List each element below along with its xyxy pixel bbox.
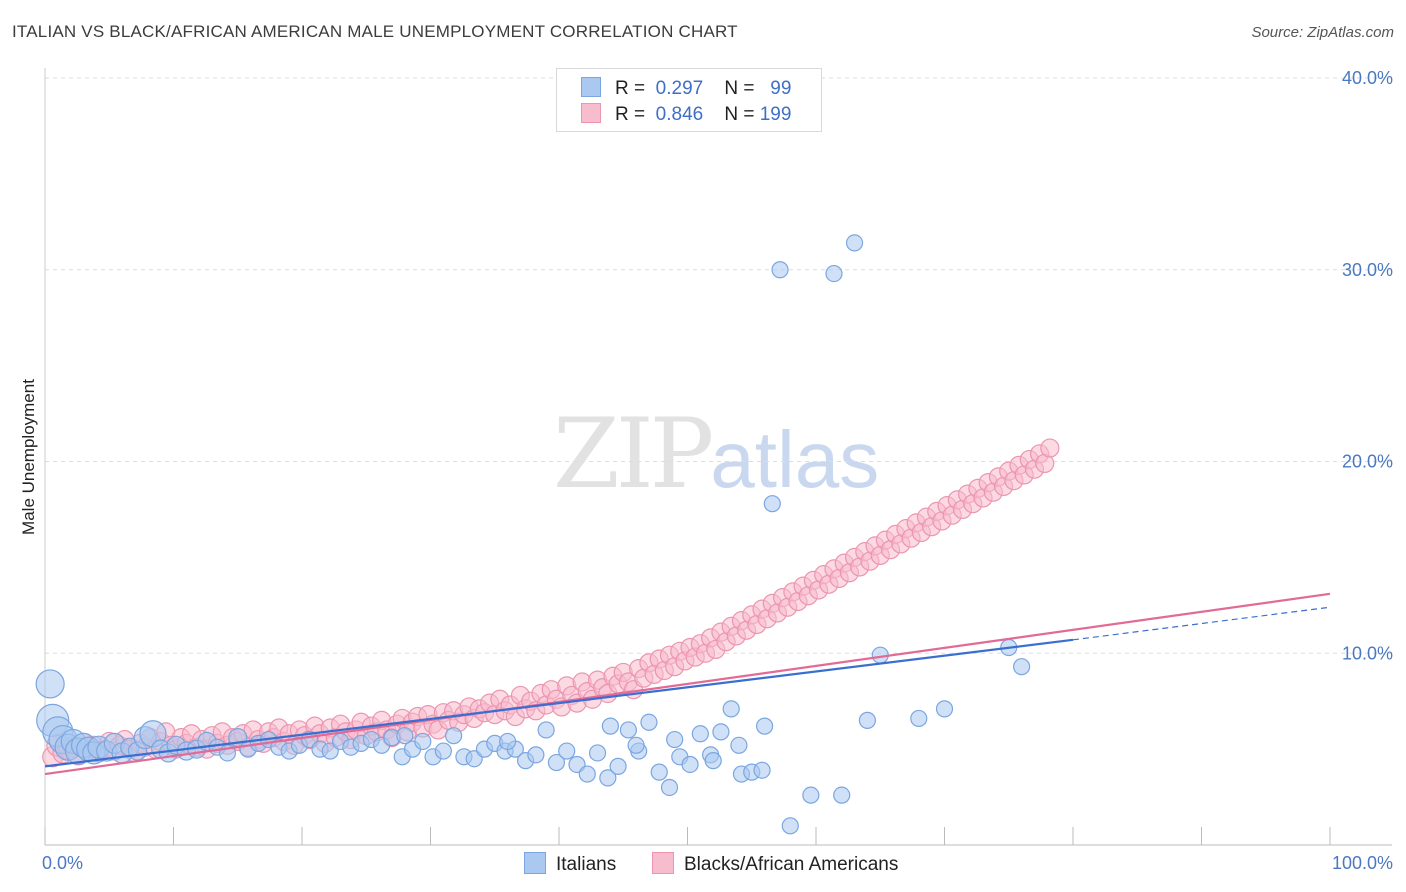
correlation-legend: R = 0.297 N = 99 R = 0.846 N = 199 — [556, 68, 822, 132]
chart-title: ITALIAN VS BLACK/AFRICAN AMERICAN MALE U… — [12, 22, 738, 41]
legend-swatch-italians — [581, 77, 601, 97]
scatter-point-blacks — [1040, 438, 1060, 458]
scatter-point-italians — [609, 757, 627, 775]
scatter-point-italians — [753, 761, 771, 779]
scatter-point-italians — [627, 736, 645, 754]
series-italians-points — [35, 234, 1031, 835]
legend-row-italians: R = 0.297 N = 99 — [581, 77, 791, 101]
scatter-point-italians — [712, 723, 730, 741]
scatter-point-italians — [434, 742, 452, 760]
scatter-point-italians — [681, 755, 699, 774]
scatter-point-italians — [499, 732, 517, 751]
x-tick-label-max: 100.0% — [1332, 853, 1393, 873]
trend-line-italians-extension — [1072, 606, 1331, 641]
legend-row-blacks: R = 0.846 N = 199 — [581, 103, 791, 127]
scatter-point-italians — [396, 727, 414, 745]
scatter-point-italians — [802, 786, 820, 804]
legend-r-value: 0.846 — [655, 104, 704, 125]
scatter-point-italians — [578, 765, 596, 783]
scatter-point-italians — [35, 669, 65, 699]
y-tick-label: 40.0% — [1342, 68, 1393, 88]
legend-swatch-italians — [524, 852, 546, 874]
legend-n-label: N = — [724, 104, 755, 125]
legend-swatch-blacks — [652, 852, 674, 874]
grid-lines — [45, 77, 1392, 654]
scatter-point-italians — [1012, 658, 1031, 676]
scatter-point-italians — [558, 742, 576, 760]
scatter-point-italians — [640, 713, 658, 731]
watermark: ZIPatlas — [553, 398, 879, 510]
legend-item-blacks: Blacks/African Americans — [652, 852, 898, 876]
scatter-point-italians — [666, 730, 684, 749]
x-tick-label-min: 0.0% — [42, 853, 83, 873]
scatter-point-italians — [601, 717, 620, 735]
source-label: Source: ZipAtlas.com — [1251, 24, 1394, 41]
scatter-point-italians — [730, 736, 748, 754]
y-axis-label: Male Unemployment — [19, 379, 38, 535]
watermark-atlas: atlas — [710, 415, 880, 504]
scatter-point-italians — [781, 817, 799, 835]
scatter-point-italians — [691, 725, 709, 743]
scatter-point-italians — [537, 721, 555, 739]
scatter-point-italians — [547, 753, 566, 772]
scatter-point-italians — [825, 264, 843, 283]
scatter-point-italians — [660, 778, 679, 797]
legend-label-blacks: Blacks/African Americans — [684, 854, 899, 875]
series-legend: Italians Blacks/African Americans — [0, 852, 1406, 878]
scatter-point-italians — [619, 721, 637, 739]
scatter-point-italians — [704, 752, 722, 770]
scatter-point-italians — [935, 700, 954, 718]
scatter-point-italians — [599, 769, 617, 787]
scatter-point-italians — [445, 727, 463, 745]
scatter-point-italians — [858, 711, 877, 729]
scatter-point-italians — [763, 495, 781, 513]
scatter-point-italians — [833, 786, 851, 804]
legend-r-value: 0.297 — [655, 78, 704, 99]
series-blacks-points — [42, 438, 1060, 768]
scatter-point-italians — [722, 700, 740, 718]
scatter-point-italians — [650, 763, 668, 781]
legend-r-label: R = — [615, 78, 646, 99]
legend-r-label: R = — [615, 104, 646, 125]
legend-n-value: 99 — [770, 78, 792, 99]
scatter-point-italians — [771, 261, 789, 279]
scatter-point-italians — [845, 234, 864, 252]
trend-line-blacks — [44, 592, 1331, 776]
scatter-point-italians — [527, 746, 545, 764]
legend-swatch-blacks — [581, 103, 601, 123]
legend-label-italians: Italians — [556, 854, 617, 875]
scatter-point-italians — [910, 709, 928, 728]
legend-item-italians: Italians — [524, 852, 616, 876]
watermark-zip: ZIP — [553, 398, 714, 510]
y-tick-label: 20.0% — [1342, 452, 1393, 472]
scatter-point-italians — [755, 717, 774, 735]
scatter-point-italians — [588, 744, 607, 762]
trend-lines — [44, 592, 1331, 776]
scatter-point-italians — [414, 732, 432, 751]
axis-labels: 10.0% 20.0% 30.0% 40.0% 0.0% 100.0% Male Unemp… — [19, 68, 1393, 873]
legend-n-value: 199 — [759, 104, 792, 125]
y-tick-label: 10.0% — [1342, 643, 1393, 663]
legend-n-label: N = — [724, 78, 755, 99]
trend-line-italians — [44, 638, 1074, 768]
y-tick-label: 30.0% — [1342, 260, 1393, 280]
